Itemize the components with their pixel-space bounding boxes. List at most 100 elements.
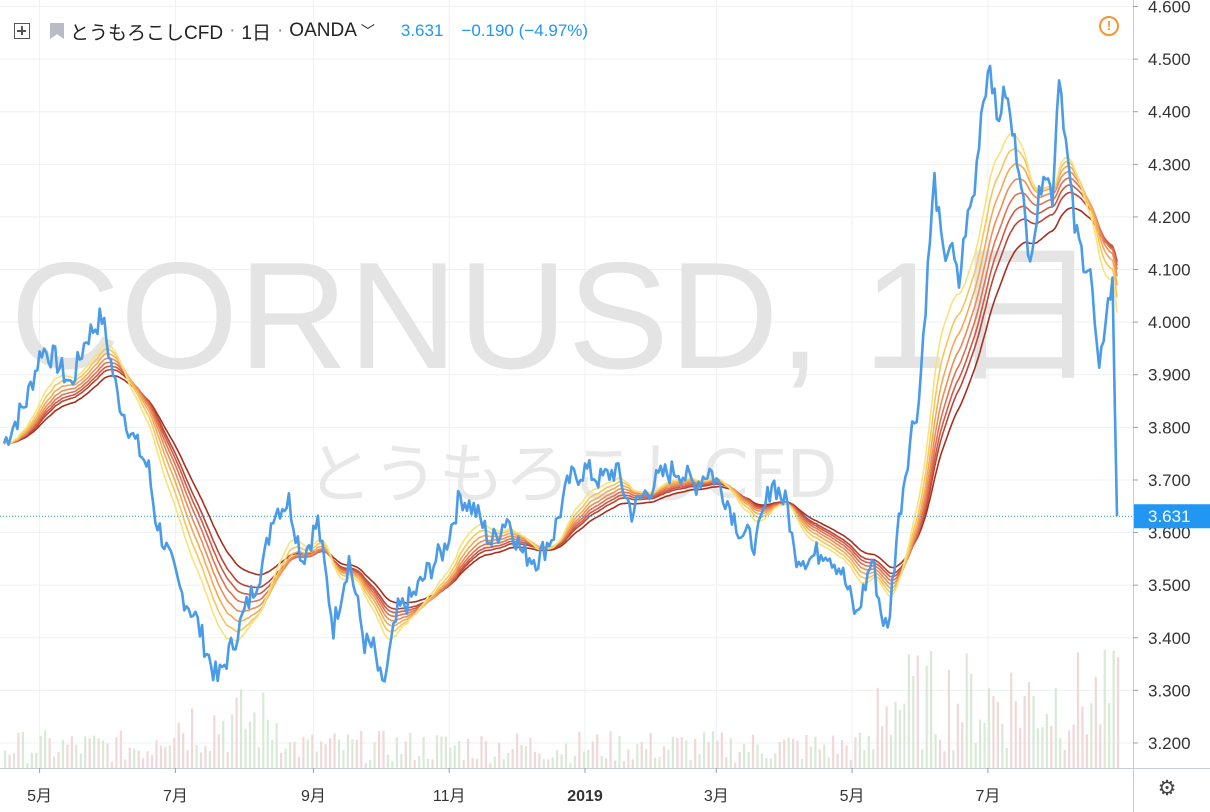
gear-icon[interactable]: ⚙ — [1157, 777, 1177, 800]
volume-bar — [556, 750, 559, 768]
volume-bar — [676, 738, 679, 768]
volume-bar — [596, 734, 599, 768]
volume-bar — [800, 758, 804, 768]
volume-bar — [849, 759, 853, 768]
volume-bar — [1112, 650, 1115, 768]
volume-bar — [93, 735, 96, 768]
volume-bar — [934, 734, 937, 768]
volume-bar — [694, 739, 697, 768]
volume-bar — [253, 712, 256, 768]
volume-bar — [137, 750, 140, 768]
volume-bar — [613, 760, 617, 768]
volume-bar — [667, 749, 670, 768]
volume-bar — [854, 737, 857, 768]
volume-bar — [938, 739, 942, 768]
volume-bar — [622, 760, 626, 768]
volume-bar — [894, 701, 897, 768]
volume-bar — [1085, 734, 1089, 768]
volume-bar — [61, 739, 65, 768]
last-price-badge — [1134, 504, 1210, 529]
volume-bar — [311, 734, 314, 768]
volume-bar — [75, 744, 78, 768]
volume-bar — [377, 730, 381, 768]
volume-bar — [511, 749, 514, 768]
volume-bar — [769, 758, 772, 768]
volume-bar — [978, 719, 982, 768]
volume-bar — [159, 745, 163, 768]
broker-label[interactable]: OANDA — [289, 20, 357, 41]
volume-bar — [814, 736, 817, 768]
volume-bars — [4, 649, 1120, 768]
volume-bar — [199, 752, 203, 768]
volume-bar — [925, 665, 928, 768]
volume-bar — [386, 754, 390, 768]
volume-bar — [930, 650, 933, 768]
volume-bar — [627, 749, 630, 768]
volume-bar — [867, 736, 870, 768]
volume-bar — [119, 730, 122, 768]
x-tick-label: 5月 — [840, 788, 865, 805]
volume-bar — [542, 759, 545, 768]
volume-bar — [498, 742, 501, 768]
volume-bar — [142, 758, 145, 768]
volume-bar — [707, 742, 710, 768]
volume-bar — [734, 762, 737, 768]
volume-bar — [952, 750, 955, 768]
volume-bar — [395, 737, 398, 768]
volume-bar — [195, 744, 198, 768]
volume-bar — [765, 758, 768, 768]
interval-label[interactable]: 1日 — [241, 22, 271, 44]
volume-bar — [364, 763, 367, 768]
volume-bar — [418, 756, 421, 768]
alert-icon[interactable]: ! — [1099, 16, 1119, 36]
volume-bar — [244, 728, 247, 768]
volume-bar — [609, 731, 612, 768]
y-tick-label: 3.900 — [1148, 366, 1191, 385]
volume-bar — [453, 745, 456, 768]
volume-bar — [84, 736, 87, 768]
volume-bar — [177, 722, 180, 768]
volume-bar — [698, 754, 701, 768]
volume-bar — [1027, 682, 1031, 768]
volume-bar — [805, 734, 808, 768]
volume-bar — [903, 703, 906, 768]
last-price: 3.631 — [400, 21, 444, 40]
add-symbol-icon[interactable] — [14, 23, 30, 39]
ema-line-60 — [3, 206, 1118, 604]
volume-bar — [475, 758, 479, 768]
volume-bar — [404, 741, 407, 768]
volume-bar — [164, 746, 167, 768]
volume-bar — [444, 736, 447, 768]
chevron-down-icon[interactable]: ﹀ — [360, 23, 375, 39]
watermark-description: とうもろこしCFD — [307, 436, 838, 513]
flag-icon[interactable] — [50, 23, 64, 39]
volume-bar — [671, 736, 674, 768]
volume-bar — [66, 744, 69, 768]
volume-bar — [827, 757, 830, 768]
y-tick-label: 3.800 — [1148, 418, 1191, 437]
volume-bar — [369, 760, 372, 768]
volume-bar — [729, 738, 732, 768]
volume-bar — [587, 749, 590, 768]
volume-bar — [818, 749, 821, 768]
volume-bar — [204, 746, 207, 768]
volume-bar — [231, 714, 234, 768]
volume-bar — [1045, 713, 1048, 768]
volume-bar — [1036, 728, 1040, 768]
volume-bar — [1076, 652, 1080, 768]
volume-bar — [480, 736, 483, 768]
volume-bar — [618, 735, 621, 768]
volume-bar — [435, 735, 439, 768]
volume-bar — [502, 759, 505, 768]
volume-bar — [422, 736, 425, 768]
separator-dot: · — [229, 20, 236, 41]
volume-bar — [275, 723, 278, 768]
volume-bar — [222, 721, 225, 768]
volume-bar — [391, 761, 394, 768]
volume-bar — [97, 738, 100, 768]
volume-bar — [823, 744, 826, 768]
volume-bar — [662, 746, 666, 768]
symbol-title[interactable]: とうもろこしCFD — [70, 22, 224, 44]
volume-bar — [302, 737, 305, 768]
